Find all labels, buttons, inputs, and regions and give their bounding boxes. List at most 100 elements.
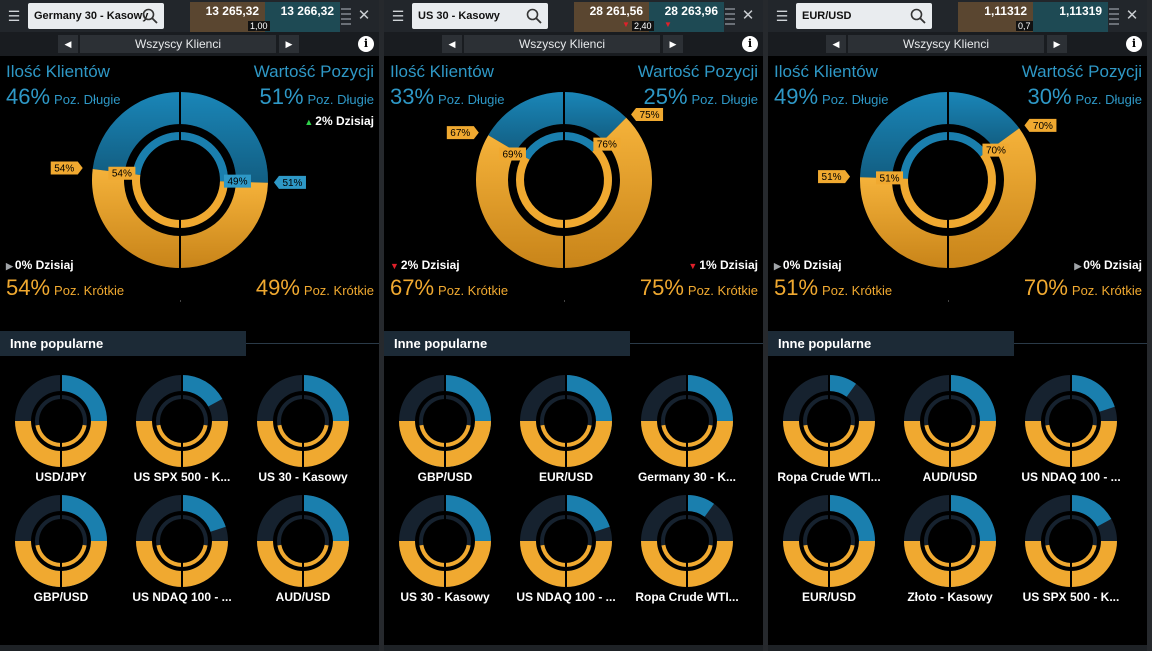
client-filter-label[interactable]: Wszyscy Klienci: [80, 35, 276, 53]
search-icon[interactable]: [910, 8, 926, 24]
info-icon[interactable]: i: [358, 36, 374, 52]
hamburger-icon[interactable]: ☰: [7, 8, 21, 24]
mini-inner-short: [156, 424, 208, 448]
clients-outer-ring-long: [92, 92, 180, 173]
arrow-right-icon[interactable]: ▶: [279, 35, 299, 53]
popular-instrument-label: Ropa Crude WTI...: [777, 470, 881, 484]
clients-outer-ring: [860, 92, 948, 268]
popular-instrument[interactable]: Ropa Crude WTI...: [770, 374, 888, 484]
mini-inner-short: [803, 544, 855, 567]
popular-instrument[interactable]: Germany 30 - K...: [628, 374, 746, 484]
info-icon[interactable]: i: [742, 36, 758, 52]
popular-instrument[interactable]: USD/JPY: [2, 374, 120, 484]
arrow-right-icon[interactable]: ▶: [1047, 35, 1067, 53]
popular-instrument-label: EUR/USD: [801, 590, 856, 604]
popular-instrument[interactable]: EUR/USD: [770, 494, 888, 604]
short-label: Poz. Krótkie: [54, 283, 125, 298]
market-depth-icon[interactable]: [341, 6, 351, 26]
clients-long-percent: 33%: [390, 84, 435, 109]
instrument-selector[interactable]: EUR/USD: [796, 3, 932, 29]
clients-outer-ring-long: [488, 92, 564, 152]
info-icon[interactable]: i: [1126, 36, 1142, 52]
arrow-left-icon[interactable]: ◀: [442, 35, 462, 53]
position-inner-long-tag: 49%: [223, 174, 251, 188]
popular-instrument[interactable]: US SPX 500 - K...: [1012, 494, 1130, 604]
position-inner-ring-long: [564, 132, 598, 152]
arrow-left-icon[interactable]: ◀: [58, 35, 78, 53]
long-label: Poz. Długie: [54, 92, 121, 107]
popular-instrument-donut: [903, 374, 996, 470]
buy-price-button[interactable]: 13 266,32: [265, 2, 340, 32]
position-short-row: 75% Poz. Krótkie: [640, 275, 758, 301]
popular-instrument[interactable]: US SPX 500 - K...: [123, 374, 241, 484]
arrow-left-icon[interactable]: ◀: [826, 35, 846, 53]
popular-instrument-donut: [256, 374, 349, 470]
popular-instrument[interactable]: AUD/USD: [891, 374, 1009, 484]
mini-ring-short: [520, 541, 612, 587]
position-outer-ring-long: [948, 92, 1020, 148]
search-icon[interactable]: [142, 8, 158, 24]
popular-instrument[interactable]: Złoto - Kasowy: [891, 494, 1009, 604]
position-inner-ring-short: [180, 181, 228, 228]
instrument-name: US 30 - Kasowy: [418, 10, 500, 22]
instrument-selector[interactable]: Germany 30 - Kasowy: [28, 3, 164, 29]
position-inner-ring-short: [948, 151, 996, 228]
market-depth-icon[interactable]: [1109, 6, 1119, 26]
search-icon[interactable]: [526, 8, 542, 24]
hamburger-icon[interactable]: ☰: [775, 8, 789, 24]
short-label: Poz. Krótkie: [1071, 283, 1142, 298]
popular-instrument[interactable]: GBP/USD: [2, 494, 120, 604]
popular-instrument-donut: [1024, 494, 1117, 590]
buy-price-button[interactable]: 28 263,96: [649, 2, 724, 32]
popular-instrument-donut: [14, 374, 107, 470]
clients-today-change: ▶ 0% Dzisiaj: [774, 258, 842, 272]
section-divider: [1014, 343, 1147, 344]
close-icon[interactable]: ✕: [1125, 7, 1139, 24]
popular-instrument-label: USD/JPY: [35, 470, 87, 484]
popular-instrument[interactable]: AUD/USD: [244, 494, 362, 604]
popular-instrument[interactable]: US NDAQ 100 - ...: [1012, 374, 1130, 484]
mini-ring-short: [257, 541, 349, 587]
clients-today-text: 0% Dzisiaj: [782, 258, 842, 272]
hamburger-icon[interactable]: ☰: [391, 8, 405, 24]
popular-instrument[interactable]: US NDAQ 100 - ...: [507, 494, 625, 604]
mini-ring-short: [641, 421, 733, 467]
clients-outer-ring-short: [92, 168, 180, 268]
popular-instrument[interactable]: US 30 - Kasowy: [386, 494, 504, 604]
change-flat-icon: ▶: [1074, 261, 1082, 271]
popular-instrument[interactable]: US NDAQ 100 - ...: [123, 494, 241, 604]
mini-inner-short: [661, 544, 713, 567]
mini-ring-short: [1025, 541, 1117, 587]
clients-inner-ring: [516, 132, 564, 228]
close-icon[interactable]: ✕: [357, 7, 371, 24]
mini-ring-long: [829, 375, 857, 397]
clients-today-text: 0% Dzisiaj: [14, 258, 74, 272]
client-filter-label[interactable]: Wszyscy Klienci: [464, 35, 660, 53]
popular-instrument-label: EUR/USD: [538, 470, 593, 484]
client-filter-bar: ◀ Wszyscy Klienci ▶ i: [0, 32, 379, 56]
arrow-right-icon[interactable]: ▶: [663, 35, 683, 53]
position-outer-ring: [180, 92, 268, 268]
popular-instrument-donut: [640, 494, 733, 590]
mini-inner-short: [803, 424, 855, 448]
short-label: Poz. Krótkie: [822, 283, 893, 298]
popular-instrument[interactable]: US 30 - Kasowy: [244, 374, 362, 484]
position-outer-ring-long: [564, 92, 627, 141]
mini-ring-long: [1071, 495, 1112, 527]
market-depth-icon[interactable]: [725, 6, 735, 26]
position-inner-ring: [180, 132, 228, 228]
popular-instrument[interactable]: Ropa Crude WTI...: [628, 494, 746, 604]
sell-price-button[interactable]: 28 261,56: [574, 2, 649, 32]
popular-instrument-donut: [782, 494, 875, 590]
clients-count-title: Ilość Klientów: [6, 62, 110, 81]
instrument-selector[interactable]: US 30 - Kasowy: [412, 3, 548, 29]
clients-short-percent: 51%: [774, 275, 819, 300]
client-filter-label[interactable]: Wszyscy Klienci: [848, 35, 1044, 53]
popular-instrument[interactable]: GBP/USD: [386, 374, 504, 484]
mini-ring-short: [257, 421, 349, 467]
close-icon[interactable]: ✕: [741, 7, 755, 24]
buy-price-button[interactable]: 1,11319: [1033, 2, 1108, 32]
popular-instrument[interactable]: EUR/USD: [507, 374, 625, 484]
mini-ring-short: [399, 421, 491, 467]
position-value-title: Wartość Pozycji: [253, 62, 374, 81]
